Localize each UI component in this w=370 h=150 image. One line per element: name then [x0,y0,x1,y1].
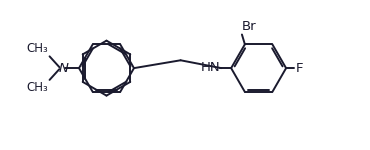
Text: F: F [296,62,303,75]
Text: CH₃: CH₃ [27,81,48,94]
Text: N: N [58,62,68,75]
Text: CH₃: CH₃ [27,42,48,55]
Text: Br: Br [242,20,256,33]
Text: HN: HN [201,61,220,74]
